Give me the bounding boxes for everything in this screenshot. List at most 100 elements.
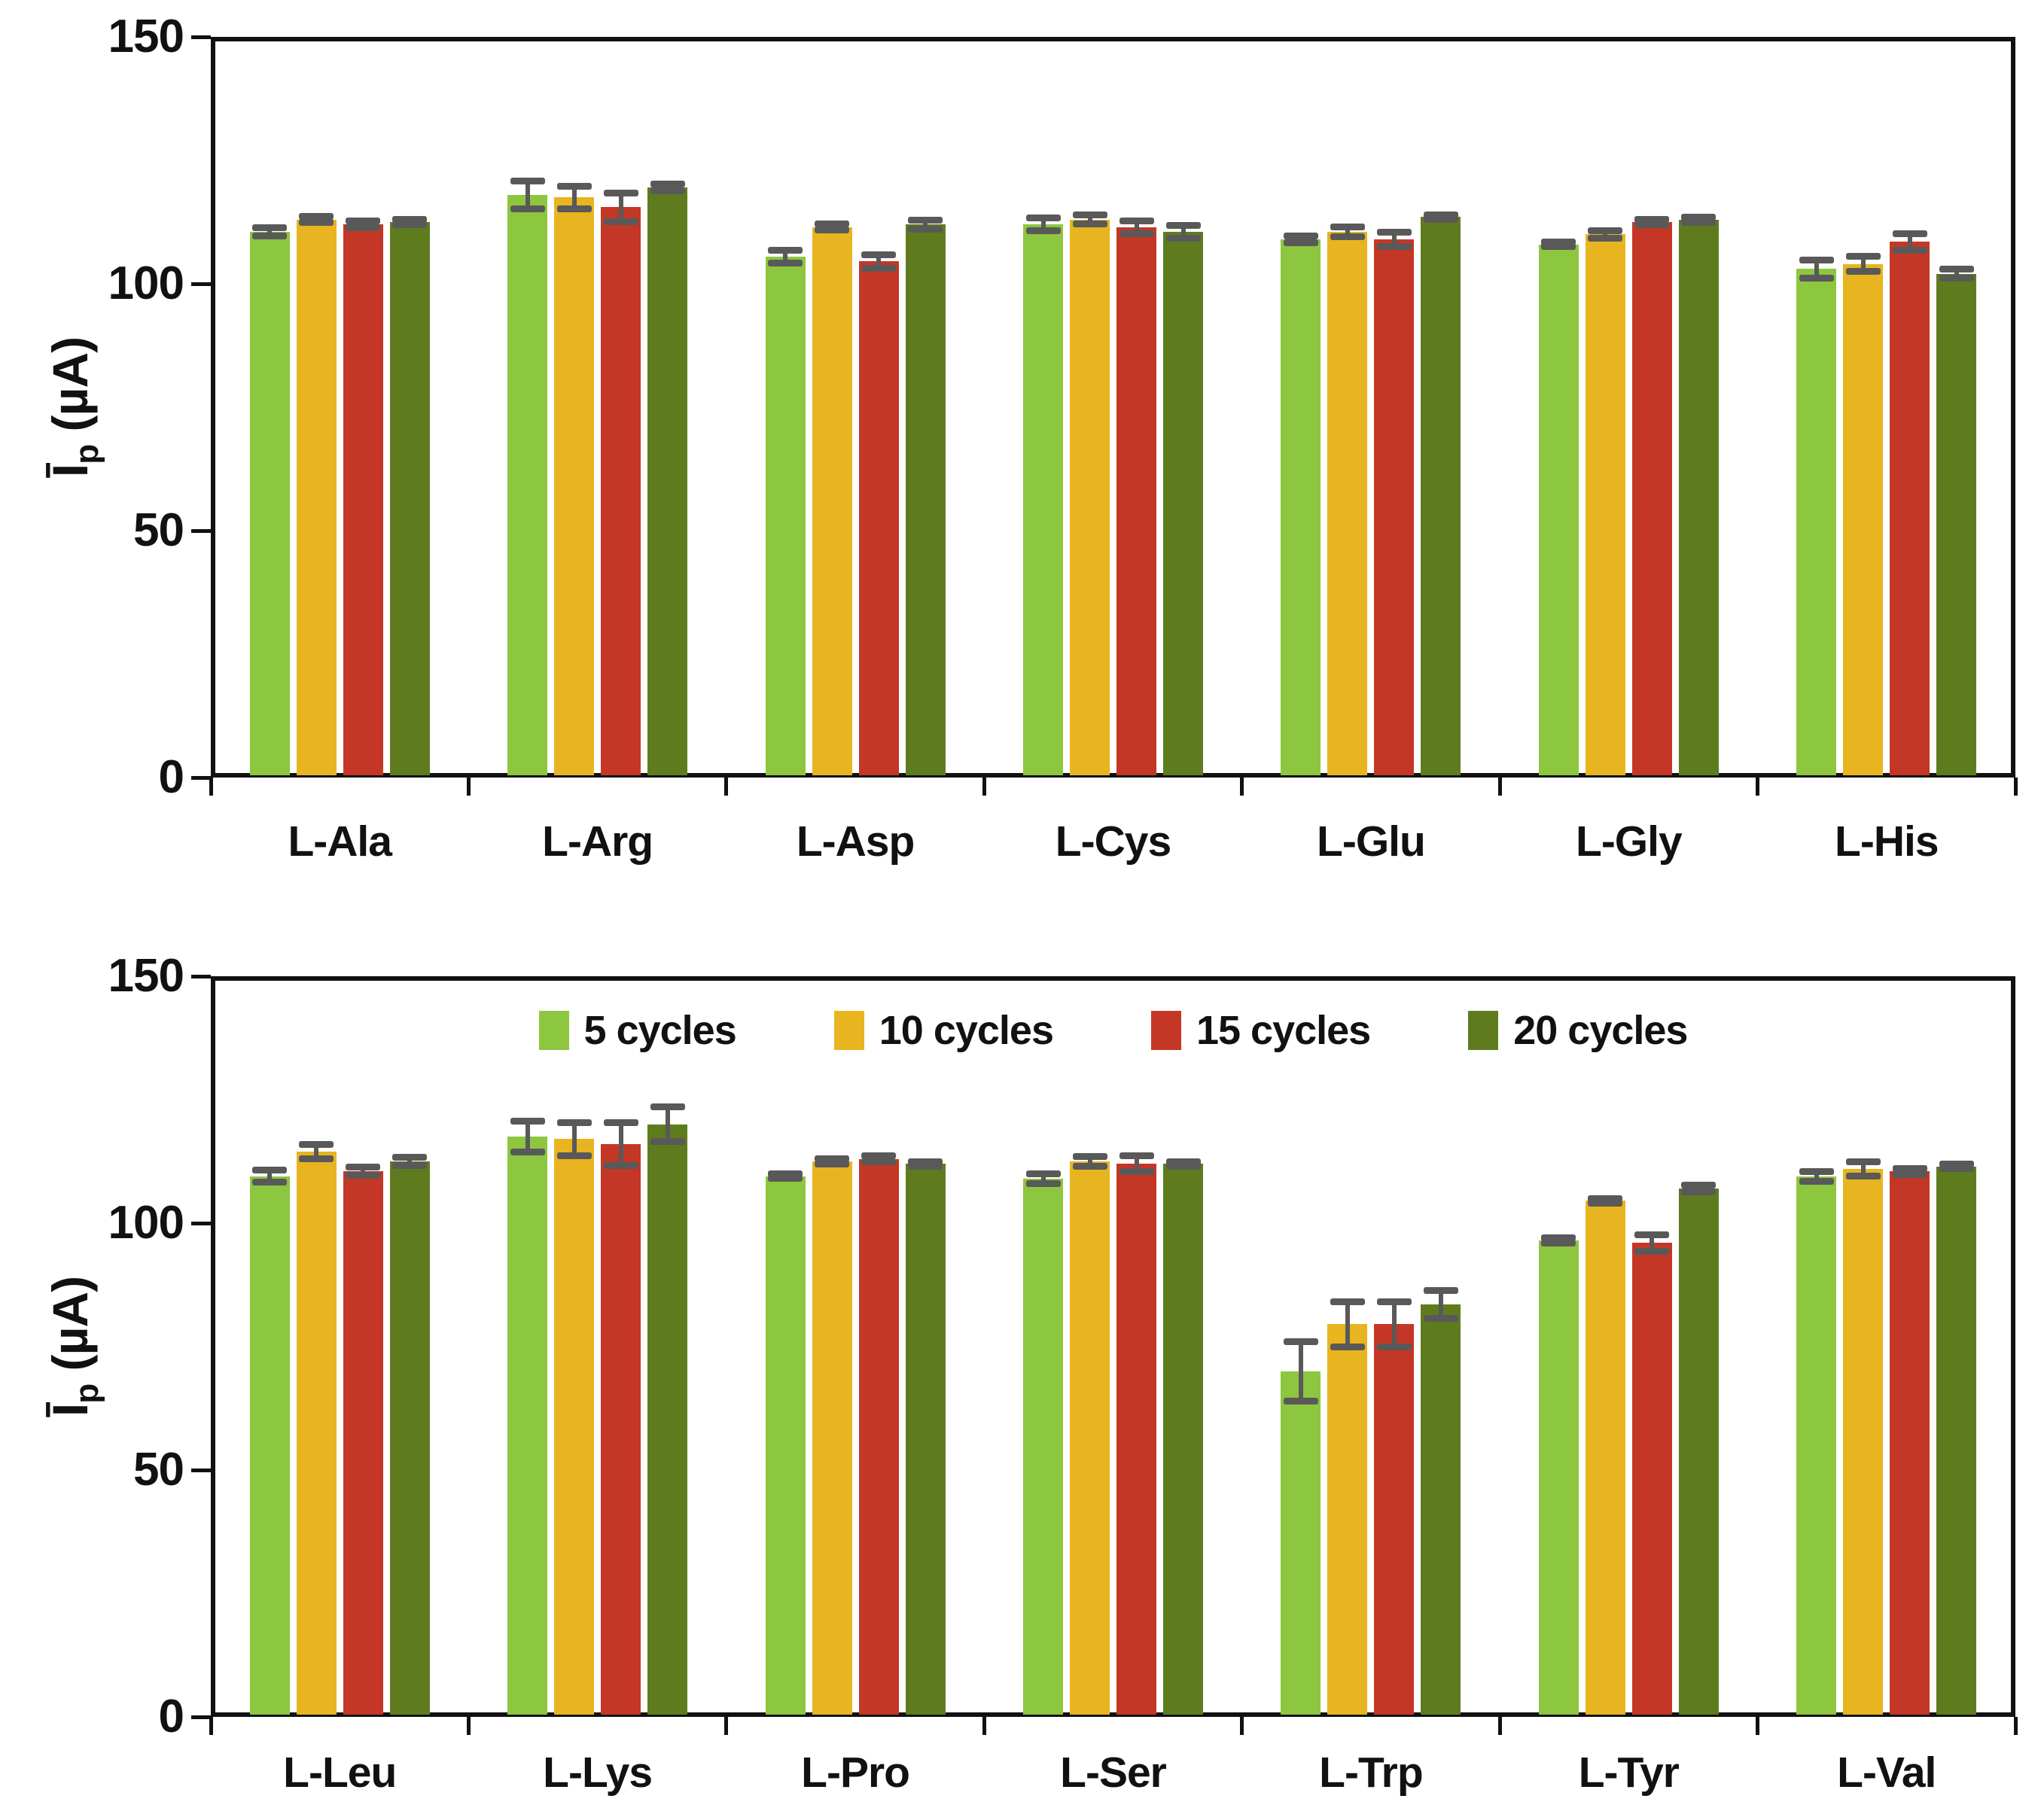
x-axis-tick: [2013, 778, 2018, 796]
bar-L-His-10-cycles: [1843, 263, 1884, 775]
error-bar-cap-top: [1165, 222, 1201, 230]
error-bar-cap-top: [510, 178, 545, 185]
y-axis-tick: [191, 775, 211, 780]
error-bar-line: [1298, 1341, 1303, 1402]
y-axis-tick-label: 50: [133, 504, 184, 556]
error-bar-cap-bottom: [1588, 1200, 1623, 1207]
legend-swatch-10-cycles: [833, 1011, 864, 1050]
x-axis-tick: [209, 778, 213, 796]
error-bar-line: [618, 1122, 623, 1166]
x-axis-tick: [466, 1717, 471, 1735]
bar-L-Tyr-20-cycles: [1678, 1189, 1719, 1715]
error-bar-line: [1391, 1301, 1397, 1347]
bar-L-His-20-cycles: [1936, 273, 1977, 775]
bar-L-Leu-10-cycles: [296, 1151, 337, 1715]
error-bar-cap-bottom: [908, 1163, 943, 1170]
error-bar-cap-bottom: [1588, 235, 1623, 242]
x-axis-tick: [724, 778, 729, 796]
x-axis-category-label: L-Ala: [288, 817, 392, 866]
legend-item-20-cycles: 20 cycles: [1468, 1007, 1688, 1054]
error-bar-cap-top: [1588, 227, 1623, 234]
y-axis-tick-label: 150: [108, 11, 184, 62]
x-axis-category-label: L-Arg: [542, 817, 653, 866]
error-bar-cap-top: [908, 216, 943, 224]
bar-L-Trp-5-cycles: [1281, 1371, 1321, 1715]
error-bar-cap-bottom: [1376, 242, 1412, 250]
error-bar-line: [1438, 1290, 1443, 1319]
error-bar-cap-bottom: [252, 1179, 288, 1186]
x-axis-category-label: L-Leu: [283, 1749, 397, 1797]
error-bar-cap-bottom: [1799, 274, 1834, 282]
error-bar-cap-bottom: [861, 1158, 897, 1166]
error-bar-cap-top: [1330, 224, 1365, 231]
error-bar-cap-bottom: [1025, 227, 1061, 235]
bar-L-Pro-10-cycles: [812, 1161, 852, 1715]
error-bar-cap-bottom: [392, 1161, 428, 1169]
error-bar-cap-bottom: [1541, 1239, 1576, 1246]
bar-L-Trp-20-cycles: [1421, 1304, 1461, 1715]
bar-L-Tyr-10-cycles: [1585, 1201, 1625, 1715]
x-axis-category-label: L-Tyr: [1578, 1749, 1680, 1797]
error-bar-cap-bottom: [1634, 1247, 1670, 1255]
error-bar-cap-bottom: [1892, 246, 1927, 254]
bar-L-Glu-5-cycles: [1281, 239, 1321, 775]
bar-L-Tyr-5-cycles: [1538, 1240, 1579, 1715]
error-bar-cap-bottom: [1165, 235, 1201, 242]
error-bar-cap-top: [603, 189, 638, 196]
error-bar-line: [665, 184, 670, 191]
error-bar-cap-top: [1634, 1231, 1670, 1238]
bar-L-Leu-5-cycles: [249, 1176, 290, 1715]
error-bar-cap-bottom: [815, 1160, 850, 1167]
error-bar-cap-top: [815, 1155, 850, 1163]
error-bar-cap-bottom: [1423, 1315, 1458, 1322]
bar-L-Lys-15-cycles: [601, 1144, 641, 1715]
bar-L-Cys-15-cycles: [1116, 227, 1156, 775]
error-bar-line: [267, 1170, 273, 1182]
bar-L-Arg-20-cycles: [647, 187, 688, 775]
bar-L-Val-5-cycles: [1796, 1176, 1837, 1715]
error-bar-line: [571, 1122, 577, 1156]
y-axis-tick: [191, 974, 211, 979]
bar-L-Ser-15-cycles: [1116, 1164, 1156, 1715]
error-bar-cap-top: [768, 1170, 803, 1177]
bar-L-Val-10-cycles: [1843, 1168, 1884, 1715]
error-bar-cap-bottom: [1892, 1170, 1927, 1178]
y-axis-tick: [191, 35, 211, 39]
error-bar-cap-top: [815, 221, 850, 228]
bar-L-Arg-5-cycles: [507, 194, 548, 775]
x-axis-tick: [209, 1717, 213, 1735]
error-bar-line: [876, 254, 882, 269]
error-bar-line: [1907, 233, 1912, 251]
legend-label-5-cycles: 5 cycles: [583, 1008, 737, 1053]
x-axis-category-label: L-Cys: [1055, 817, 1171, 866]
error-bar-line: [525, 181, 530, 209]
y-axis-label-text: Īp (µA): [42, 336, 105, 478]
error-bar-cap-top: [556, 1119, 592, 1127]
bar-L-Ser-5-cycles: [1023, 1178, 1063, 1715]
error-bar-cap-top: [1588, 1195, 1623, 1202]
x-axis-category-label: L-Trp: [1319, 1749, 1423, 1797]
bar-L-Lys-5-cycles: [507, 1137, 548, 1715]
y-axis-label-top: Īp (µA): [21, 144, 119, 671]
error-bar-cap-top: [1119, 217, 1154, 224]
error-bar-cap-bottom: [861, 265, 897, 272]
error-bar-cap-bottom: [768, 259, 803, 266]
bar-L-Arg-10-cycles: [554, 197, 595, 775]
error-bar-cap-top: [1681, 1181, 1717, 1189]
error-bar-cap-bottom: [299, 219, 334, 227]
error-bar-line: [1860, 1161, 1866, 1176]
legend-item-10-cycles: 10 cycles: [833, 1007, 1054, 1054]
bar-L-Ala-5-cycles: [249, 232, 290, 775]
error-bar-cap-bottom: [1283, 1397, 1318, 1405]
x-axis-category-label: L-Pro: [801, 1749, 910, 1797]
error-bar-line: [1814, 260, 1819, 278]
error-bar-cap-bottom: [603, 218, 638, 225]
error-bar-cap-bottom: [392, 221, 428, 229]
error-bar-line: [571, 186, 577, 209]
legend-label-10-cycles: 10 cycles: [879, 1008, 1054, 1053]
error-bar-line: [1040, 218, 1046, 231]
error-bar-cap-bottom: [1845, 1173, 1881, 1180]
error-bar-cap-top: [510, 1118, 545, 1125]
y-axis-label-bottom: Īp (µA): [21, 1083, 119, 1610]
error-bar-line: [1087, 1156, 1092, 1167]
